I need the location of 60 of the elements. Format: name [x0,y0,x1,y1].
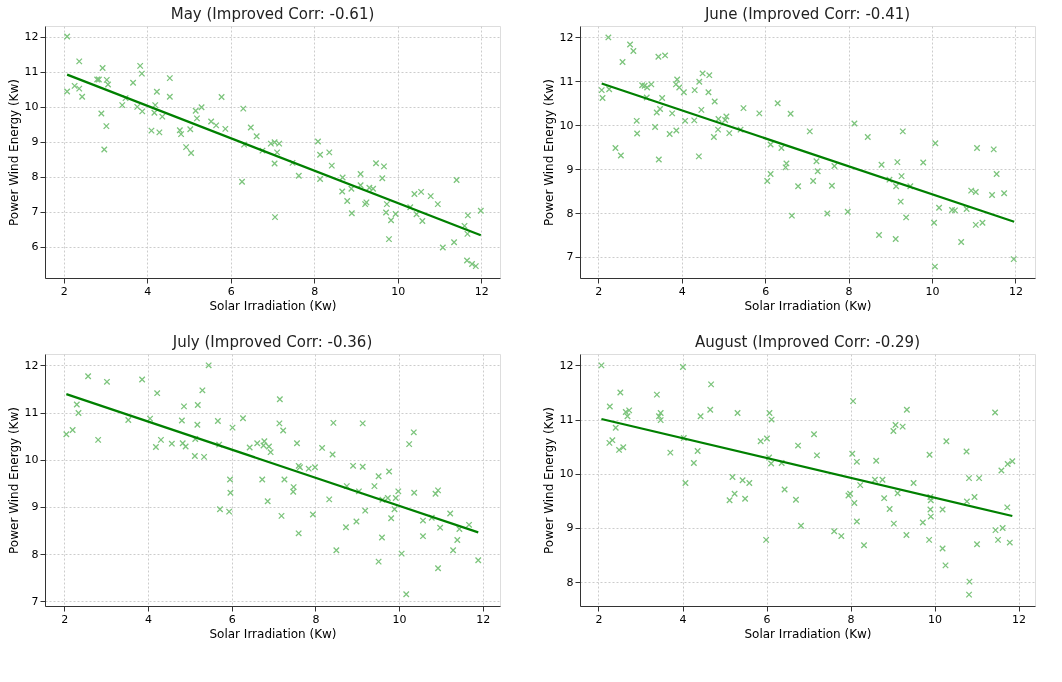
y-tick-label: 12 [559,30,574,44]
x-tick-label: 10 [928,612,943,626]
y-tick-label: 7 [566,250,574,264]
y-tick-label: 9 [31,135,39,148]
x-axis-title: Solar Irradiation (Kw) [209,626,337,641]
y-tick-label: 7 [31,594,39,608]
chart-title: May (Improved Corr: -0.61) [170,5,375,23]
y-tick-label: 8 [31,547,39,561]
y-tick-label: 10 [559,118,574,132]
y-tick-label: 7 [31,205,39,218]
y-tick-label: 12 [559,358,574,372]
y-tick-label: 11 [559,74,574,88]
x-tick-label: 12 [1008,284,1023,298]
x-tick-label: 10 [925,284,940,298]
y-tick-label: 8 [566,575,574,589]
y-tick-label: 9 [566,521,574,535]
x-tick-label: 4 [679,612,687,626]
x-axis-title: Solar Irradiation (Kw) [744,626,872,641]
x-tick-label: 6 [763,612,771,626]
y-axis-title: Power Wind Energy (Kw) [541,407,556,554]
x-tick-label: 4 [144,284,152,298]
y-axis-title: Power Wind Energy (Kw) [6,79,21,226]
y-axis-title: Power Wind Energy (Kw) [6,407,21,554]
y-tick-label: 10 [24,453,39,467]
y-tick-label: 10 [24,100,39,113]
x-tick-label: 12 [1012,612,1027,626]
x-tick-label: 10 [391,284,406,298]
x-tick-label: 2 [595,612,603,626]
y-tick-label: 9 [566,162,574,176]
y-tick-label: 8 [31,170,39,183]
x-tick-label: 12 [476,612,491,626]
y-tick-label: 10 [559,467,574,481]
y-tick-label: 9 [31,500,39,514]
x-tick-label: 8 [847,612,855,626]
y-tick-label: 6 [31,240,39,253]
y-tick-label: 11 [24,406,39,420]
y-tick-label: 12 [24,30,39,43]
y-tick-label: 11 [24,65,39,78]
chart-title: August (Improved Corr: -0.29) [694,333,921,351]
x-tick-label: 8 [845,284,853,298]
y-tick-label: 11 [559,413,574,427]
x-tick-label: 2 [60,284,68,298]
x-tick-label: 4 [678,284,686,298]
y-tick-label: 12 [24,358,39,372]
chart-title: July (Improved Corr: -0.36) [171,333,373,351]
x-tick-label: 2 [595,284,603,298]
chart-title: June (Improved Corr: -0.41) [703,5,911,23]
y-tick-label: 8 [566,206,574,220]
x-axis-title: Solar Irradiation (Kw) [209,298,337,313]
x-tick-label: 8 [312,612,320,626]
x-tick-label: 6 [228,612,236,626]
x-tick-label: 8 [311,284,319,298]
x-tick-label: 10 [392,612,407,626]
x-tick-label: 12 [474,284,489,298]
x-axis-title: Solar Irradiation (Kw) [744,298,872,313]
x-tick-label: 6 [762,284,770,298]
y-axis-title: Power Wind Energy (Kw) [541,79,556,226]
x-tick-label: 2 [61,612,69,626]
x-tick-label: 4 [144,612,152,626]
x-tick-label: 6 [227,284,235,298]
